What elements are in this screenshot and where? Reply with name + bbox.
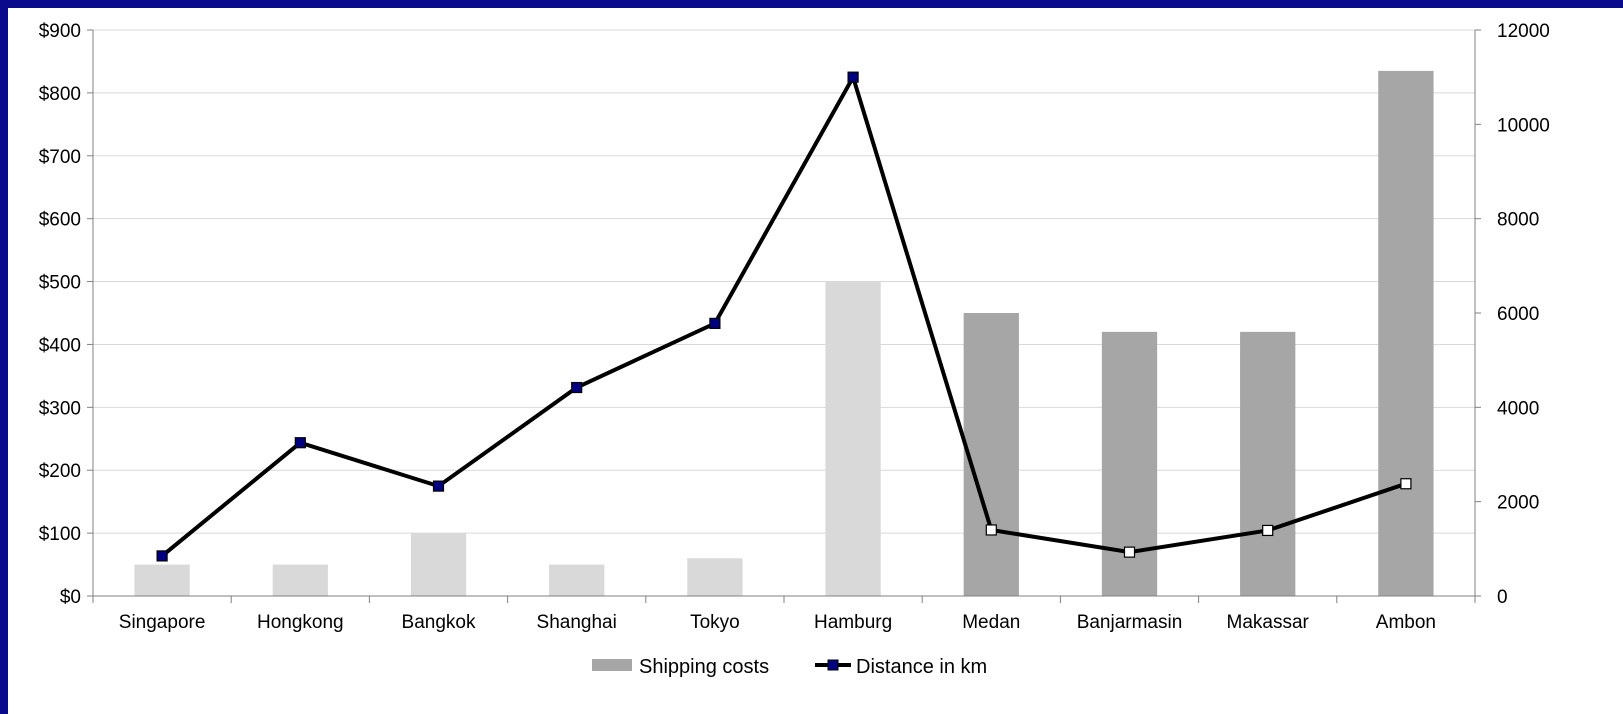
bar-makassar (1240, 331, 1296, 596)
legend: Shipping costs Distance in km (592, 656, 987, 678)
chart-frame: $0 $100 $200 $300 $400 $500 $600 $700 $800 $900 0… (8, 8, 1623, 714)
left-tick-label: $200 (39, 461, 81, 482)
legend-label-distance: Distance in km (856, 656, 987, 678)
marker-ambon (1400, 478, 1412, 490)
marker-singapore (156, 550, 168, 562)
left-tick-label: $0 (60, 587, 81, 608)
category-label: Banjarmasin (1077, 612, 1183, 633)
bar-singapore (134, 564, 190, 596)
right-tick-label: 6000 (1497, 304, 1539, 325)
bar-tokyo (687, 558, 743, 596)
marker-hamburg (847, 71, 859, 83)
marker-medan (985, 524, 997, 536)
legend-marker-distance (827, 659, 839, 671)
right-tick-label: 12000 (1497, 21, 1550, 42)
legend-label-shipping-costs: Shipping costs (639, 656, 769, 678)
left-tick-label: $800 (39, 84, 81, 105)
bar-bangkok (410, 533, 467, 596)
category-label: Singapore (119, 612, 206, 633)
category-label: Medan (962, 612, 1020, 633)
category-label: Tokyo (690, 612, 740, 633)
axes (87, 29, 1481, 603)
category-label: Hongkong (257, 612, 344, 633)
marker-banjarmasin (1123, 546, 1136, 558)
marker-shanghai (571, 381, 583, 394)
left-tick-label: $300 (39, 398, 81, 419)
category-label: Shanghai (537, 612, 617, 633)
left-tick-label: $700 (39, 147, 81, 168)
marker-bangkok (432, 480, 445, 492)
left-tick-label: $600 (39, 210, 81, 231)
category-label: Hamburg (814, 612, 892, 633)
category-label: Makassar (1227, 612, 1310, 633)
distance-line (160, 72, 1407, 558)
left-tick-label: $500 (39, 273, 81, 294)
right-axis-ticks: 0 2000 4000 6000 8000 10000 12000 (1497, 21, 1550, 608)
combo-chart: $0 $100 $200 $300 $400 $500 $600 $700 $800 $900 0… (39, 21, 1550, 678)
right-tick-label: 10000 (1497, 115, 1550, 136)
bar-ambon (1378, 70, 1434, 596)
bar-series-shipping-costs (134, 70, 1434, 596)
category-label: Bangkok (402, 612, 476, 633)
bar-hamburg (825, 281, 881, 596)
bar-hongkong (272, 564, 328, 596)
right-tick-label: 4000 (1497, 398, 1539, 419)
marker-tokyo (709, 317, 721, 329)
line-series-distance (156, 71, 1412, 562)
marker-makassar (1262, 524, 1274, 537)
left-tick-label: $900 (39, 21, 81, 42)
bar-medan (963, 313, 1019, 596)
category-axis-labels: Singapore Hongkong Bangkok Shanghai Tokyo Ham… (119, 612, 1436, 633)
right-tick-label: 2000 (1497, 493, 1539, 514)
right-tick-label: 8000 (1497, 210, 1539, 231)
bar-shanghai (549, 564, 605, 596)
marker-hongkong (294, 437, 306, 449)
gridlines (93, 29, 1475, 534)
left-tick-label: $400 (39, 335, 81, 356)
left-axis-ticks: $0 $100 $200 $300 $400 $500 $600 $700 $800 $900 (39, 21, 81, 608)
right-tick-label: 0 (1497, 587, 1508, 608)
left-tick-label: $100 (39, 524, 81, 545)
legend-swatch-shipping-costs (592, 659, 632, 671)
category-label: Ambon (1376, 612, 1436, 633)
